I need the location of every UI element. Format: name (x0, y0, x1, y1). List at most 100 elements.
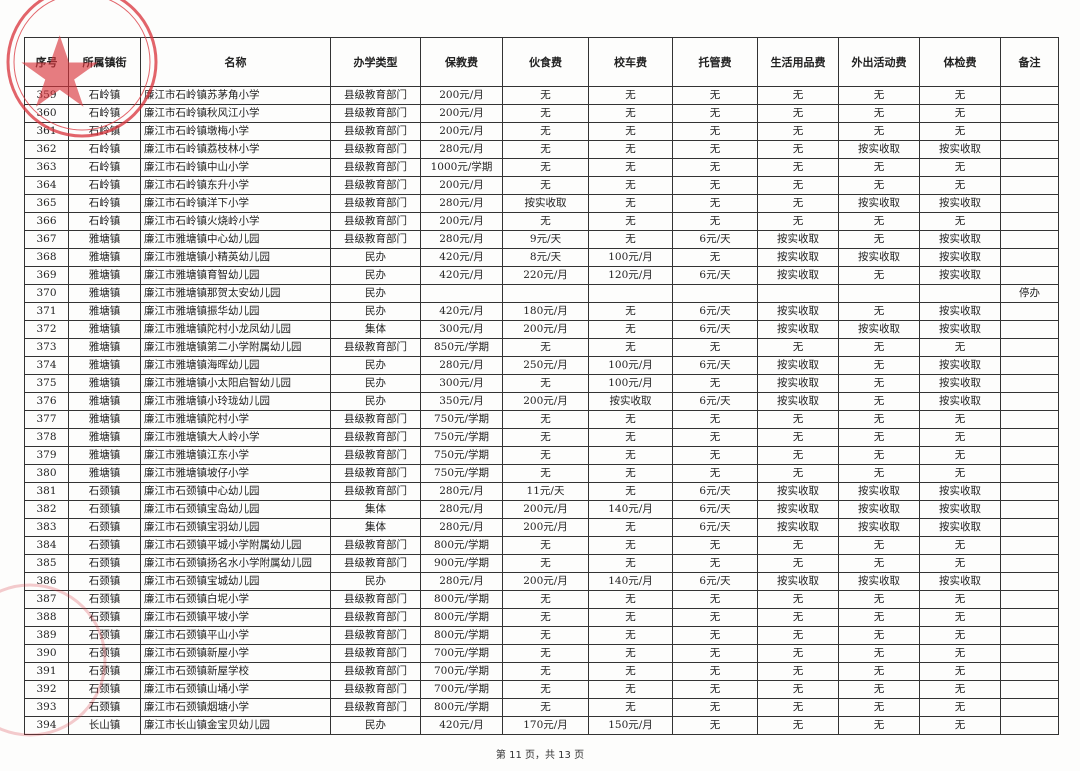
table-cell: 无 (838, 536, 920, 555)
table-cell: 无 (757, 590, 839, 609)
table-cell: 300元/月 (420, 320, 503, 339)
table-cell (1000, 608, 1059, 627)
table-cell: 廉江市石岭镇荔枝林小学 (140, 140, 331, 159)
table-cell: 无 (757, 464, 839, 483)
table-cell: 无 (588, 590, 673, 609)
table-cell: 362 (24, 140, 69, 159)
table-cell: 6元/天 (672, 518, 758, 537)
table-cell: 廉江市石颈镇宝城幼儿园 (140, 572, 331, 591)
table-cell: 无 (588, 680, 673, 699)
table-cell: 民办 (330, 356, 421, 375)
table-cell: 雅塘镇 (68, 248, 141, 267)
table-cell: 石岭镇 (68, 140, 141, 159)
table-cell: 无 (919, 554, 1001, 573)
table-cell: 无 (502, 626, 589, 645)
table-cell (919, 284, 1001, 303)
table-cell: 140元/月 (588, 500, 673, 519)
table-cell (1000, 122, 1059, 141)
table-cell: 800元/学期 (420, 698, 503, 717)
table-cell: 无 (672, 194, 758, 213)
table-cell: 廉江市石岭镇洋下小学 (140, 194, 331, 213)
table-cell: 363 (24, 158, 69, 177)
table-cell: 120元/月 (588, 266, 673, 285)
table-cell (1000, 410, 1059, 429)
table-cell: 雅塘镇 (68, 374, 141, 393)
table-cell: 350元/月 (420, 392, 503, 411)
table-cell: 无 (919, 446, 1001, 465)
table-cell: 无 (502, 158, 589, 177)
table-cell: 无 (502, 140, 589, 159)
table-cell: 180元/月 (502, 302, 589, 321)
table-cell: 无 (588, 104, 673, 123)
table-cell: 县级教育部门 (330, 176, 421, 195)
table-cell: 无 (588, 554, 673, 573)
table-cell: 无 (838, 86, 920, 105)
table-cell: 县级教育部门 (330, 86, 421, 105)
table-cell: 无 (838, 212, 920, 231)
table-cell: 无 (502, 698, 589, 717)
table-cell: 无 (838, 356, 920, 375)
table-cell: 按实收取 (757, 266, 839, 285)
table-cell: 393 (24, 698, 69, 717)
table-cell: 廉江市石颈镇山埇小学 (140, 680, 331, 699)
table-cell: 6元/天 (672, 302, 758, 321)
table-cell (1000, 446, 1059, 465)
table-cell: 县级教育部门 (330, 122, 421, 141)
column-header: 备注 (1000, 37, 1059, 87)
table-cell (1000, 644, 1059, 663)
table-cell: 无 (838, 158, 920, 177)
table-cell: 无 (838, 176, 920, 195)
table-cell: 无 (588, 608, 673, 627)
table-cell: 民办 (330, 302, 421, 321)
table-cell: 按实收取 (588, 392, 673, 411)
table-cell: 石颈镇 (68, 626, 141, 645)
table-cell: 无 (588, 86, 673, 105)
table-cell: 长山镇 (68, 716, 141, 735)
table-cell: 民办 (330, 284, 421, 303)
table-cell: 无 (757, 428, 839, 447)
table-row: 390 石颈镇 廉江市石颈镇新屋小学 县级教育部门 700元/学期无无无无无无 (24, 644, 1059, 663)
column-header: 所属镇街 (68, 37, 141, 87)
table-cell: 376 (24, 392, 69, 411)
table-cell: 无 (838, 680, 920, 699)
table-cell: 无 (502, 338, 589, 357)
table-cell: 无 (672, 104, 758, 123)
page-number: 第 11 页，共 13 页 (495, 750, 585, 761)
table-cell: 280元/月 (420, 572, 503, 591)
table-cell: 廉江市石岭镇墩梅小学 (140, 122, 331, 141)
table-row: 384 石颈镇 廉江市石颈镇平城小学附属幼儿园 县级教育部门 800元/学期无无无无无无 (24, 536, 1059, 555)
table-cell: 按实收取 (919, 248, 1001, 267)
table-row: 382 石颈镇 廉江市石颈镇宝岛幼儿园 集体 280元/月 200元/月 140元/月 6元/… (24, 500, 1059, 519)
column-header: 托管费 (672, 37, 758, 87)
table-row: 370 雅塘镇 廉江市雅塘镇那贺太安幼儿园 民办 停办 (24, 284, 1059, 303)
table-cell: 廉江市石岭镇中山小学 (140, 158, 331, 177)
table-cell: 无 (919, 644, 1001, 663)
table-cell: 280元/月 (420, 230, 503, 249)
table-cell: 100元/月 (588, 356, 673, 375)
table-cell (1000, 266, 1059, 285)
table-cell: 无 (919, 176, 1001, 195)
table-cell: 廉江市石颈镇平山小学 (140, 626, 331, 645)
table-cell: 6元/天 (672, 230, 758, 249)
column-header: 办学类型 (330, 37, 421, 87)
table-cell: 石岭镇 (68, 86, 141, 105)
table-cell: 366 (24, 212, 69, 231)
table-cell: 石岭镇 (68, 104, 141, 123)
table-cell: 廉江市石颈镇烟塘小学 (140, 698, 331, 717)
table-cell (1000, 302, 1059, 321)
table-cell: 200元/月 (502, 392, 589, 411)
table-cell: 无 (838, 410, 920, 429)
table-cell: 廉江市石颈镇宝羽幼儿园 (140, 518, 331, 537)
table-cell: 无 (838, 716, 920, 735)
table-row: 364 石岭镇 廉江市石岭镇东升小学 县级教育部门 200元/月无无无无无无 (24, 176, 1059, 195)
table-cell: 县级教育部门 (330, 626, 421, 645)
table-cell: 11元/天 (502, 482, 589, 501)
table-cell: 100元/月 (588, 374, 673, 393)
table-cell (1000, 518, 1059, 537)
table-cell: 无 (757, 536, 839, 555)
table-cell: 石颈镇 (68, 608, 141, 627)
table-cell: 按实收取 (919, 302, 1001, 321)
table-cell: 374 (24, 356, 69, 375)
table-cell: 按实收取 (757, 248, 839, 267)
